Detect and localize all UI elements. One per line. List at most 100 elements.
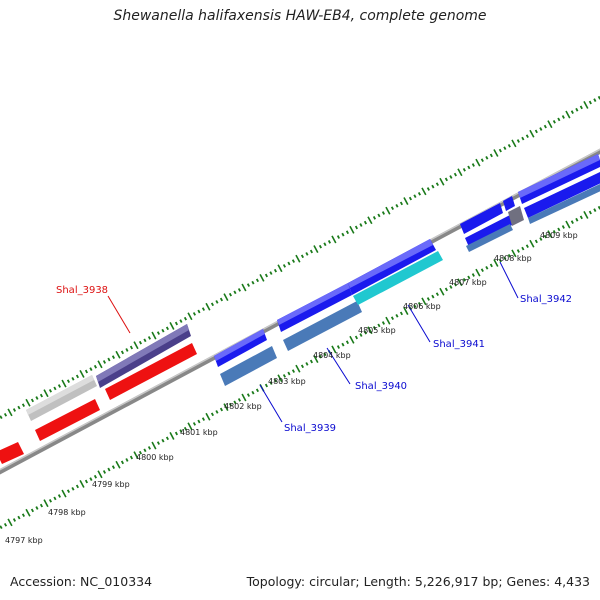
gene-label-shal-3939[interactable]: Shal_3939	[284, 423, 336, 434]
minor-tick	[300, 254, 304, 259]
minor-tick	[552, 119, 556, 124]
minor-tick	[444, 287, 448, 292]
minor-tick	[138, 450, 142, 455]
leader-shal-3940	[326, 347, 351, 385]
minor-tick	[323, 352, 327, 357]
minor-tick	[129, 345, 133, 350]
major-tick	[583, 211, 589, 219]
gene-bottom-strand-4809[interactable]	[524, 172, 600, 224]
minor-tick	[21, 513, 25, 518]
gene-shal-3940-cds[interactable]	[283, 301, 362, 351]
gene-shal-3941-cds[interactable]	[353, 251, 443, 305]
minor-tick	[579, 215, 583, 220]
gene-shal-3939-cds[interactable]	[220, 346, 277, 386]
minor-tick	[183, 426, 187, 431]
minor-tick	[417, 301, 421, 306]
minor-tick	[125, 458, 129, 462]
minor-tick	[593, 98, 597, 103]
kbp-label: 4798 kbp	[48, 508, 86, 517]
minor-tick	[345, 230, 349, 235]
minor-tick	[503, 256, 507, 261]
gene-reverse-red-2[interactable]	[105, 343, 197, 400]
kbp-label: 4799 kbp	[92, 480, 130, 489]
minor-tick	[30, 508, 34, 513]
minor-tick	[165, 326, 169, 331]
minor-tick	[570, 110, 574, 115]
minor-tick	[111, 355, 115, 360]
gene-grey[interactable]	[26, 375, 97, 421]
gene-label-shal-3941[interactable]: Shal_3941	[433, 339, 485, 350]
minor-tick	[179, 319, 183, 323]
minor-tick	[552, 229, 556, 234]
gene-top-strand-4808[interactable]	[460, 196, 515, 234]
minor-tick	[75, 484, 79, 489]
minor-tick	[12, 518, 16, 522]
kbp-label: 4808 kbp	[494, 254, 532, 263]
minor-tick	[377, 323, 381, 328]
minor-tick	[309, 249, 313, 254]
gene-shal-3940-forward[interactable]	[277, 283, 352, 332]
gene-reverse-red-1[interactable]	[35, 399, 100, 441]
minor-tick	[543, 234, 547, 239]
minor-tick	[156, 441, 160, 445]
minor-tick	[305, 362, 309, 366]
kbp-label: 4805 kbp	[358, 326, 396, 335]
gene-reverse-red-left[interactable]	[0, 442, 24, 464]
minor-tick	[489, 153, 493, 158]
minor-tick	[0, 525, 3, 530]
major-tick	[277, 374, 283, 383]
minor-tick	[363, 220, 367, 225]
minor-tick	[174, 431, 178, 436]
minor-tick	[30, 398, 34, 403]
minor-tick	[395, 203, 399, 208]
kbp-label: 4800 kbp	[136, 453, 174, 462]
major-tick	[241, 283, 247, 292]
major-tick	[403, 197, 409, 205]
gene-shal-3941-forward[interactable]	[348, 239, 436, 295]
minor-tick	[48, 388, 52, 393]
minor-tick	[336, 345, 340, 349]
gene-label-shal-3938[interactable]: Shal_3938	[56, 285, 108, 296]
major-tick	[151, 331, 157, 340]
leader-shal-3942	[499, 261, 519, 299]
minor-tick	[471, 163, 475, 167]
gene-bottom-strand-4808[interactable]	[465, 206, 524, 252]
major-tick	[457, 278, 463, 287]
gene-label-shal-3940[interactable]: Shal_3940	[355, 381, 407, 392]
minor-tick	[575, 217, 579, 222]
gene-label-shal-3942[interactable]: Shal_3942	[520, 294, 572, 305]
leader-shal-3941	[407, 304, 431, 343]
leader-shal-3938	[107, 295, 131, 334]
minor-tick	[147, 336, 151, 340]
minor-tick	[354, 335, 358, 340]
genome-summary: Topology: circular; Length: 5,226,917 bp…	[246, 574, 590, 589]
gene-shal-3938-forward[interactable]	[96, 324, 191, 388]
minor-tick	[129, 455, 133, 460]
gene-top-strand-4809[interactable]	[518, 154, 600, 204]
major-tick	[331, 345, 337, 354]
major-tick	[421, 297, 427, 306]
major-tick	[331, 235, 337, 244]
minor-tick	[467, 275, 471, 280]
minor-tick	[219, 297, 223, 302]
minor-tick	[282, 264, 286, 268]
kbp-label: 4806 kbp	[403, 302, 441, 311]
minor-tick	[84, 479, 88, 484]
minor-tick	[485, 265, 489, 270]
minor-tick	[0, 415, 3, 420]
gene-shal-3939-forward[interactable]	[214, 329, 267, 367]
minor-tick	[89, 367, 93, 372]
kbp-label: 4804 kbp	[313, 351, 351, 360]
minor-tick	[219, 407, 223, 412]
minor-tick	[143, 338, 147, 343]
kbp-label: 4807 kbp	[449, 278, 487, 287]
minor-tick	[12, 408, 16, 412]
kbp-label: 4797 kbp	[5, 536, 43, 545]
minor-tick	[413, 194, 417, 199]
major-tick	[349, 225, 355, 234]
major-tick	[187, 312, 193, 321]
tick-row-outer	[0, 95, 600, 420]
minor-tick	[539, 237, 543, 241]
minor-tick	[246, 283, 250, 287]
major-tick	[385, 316, 391, 325]
